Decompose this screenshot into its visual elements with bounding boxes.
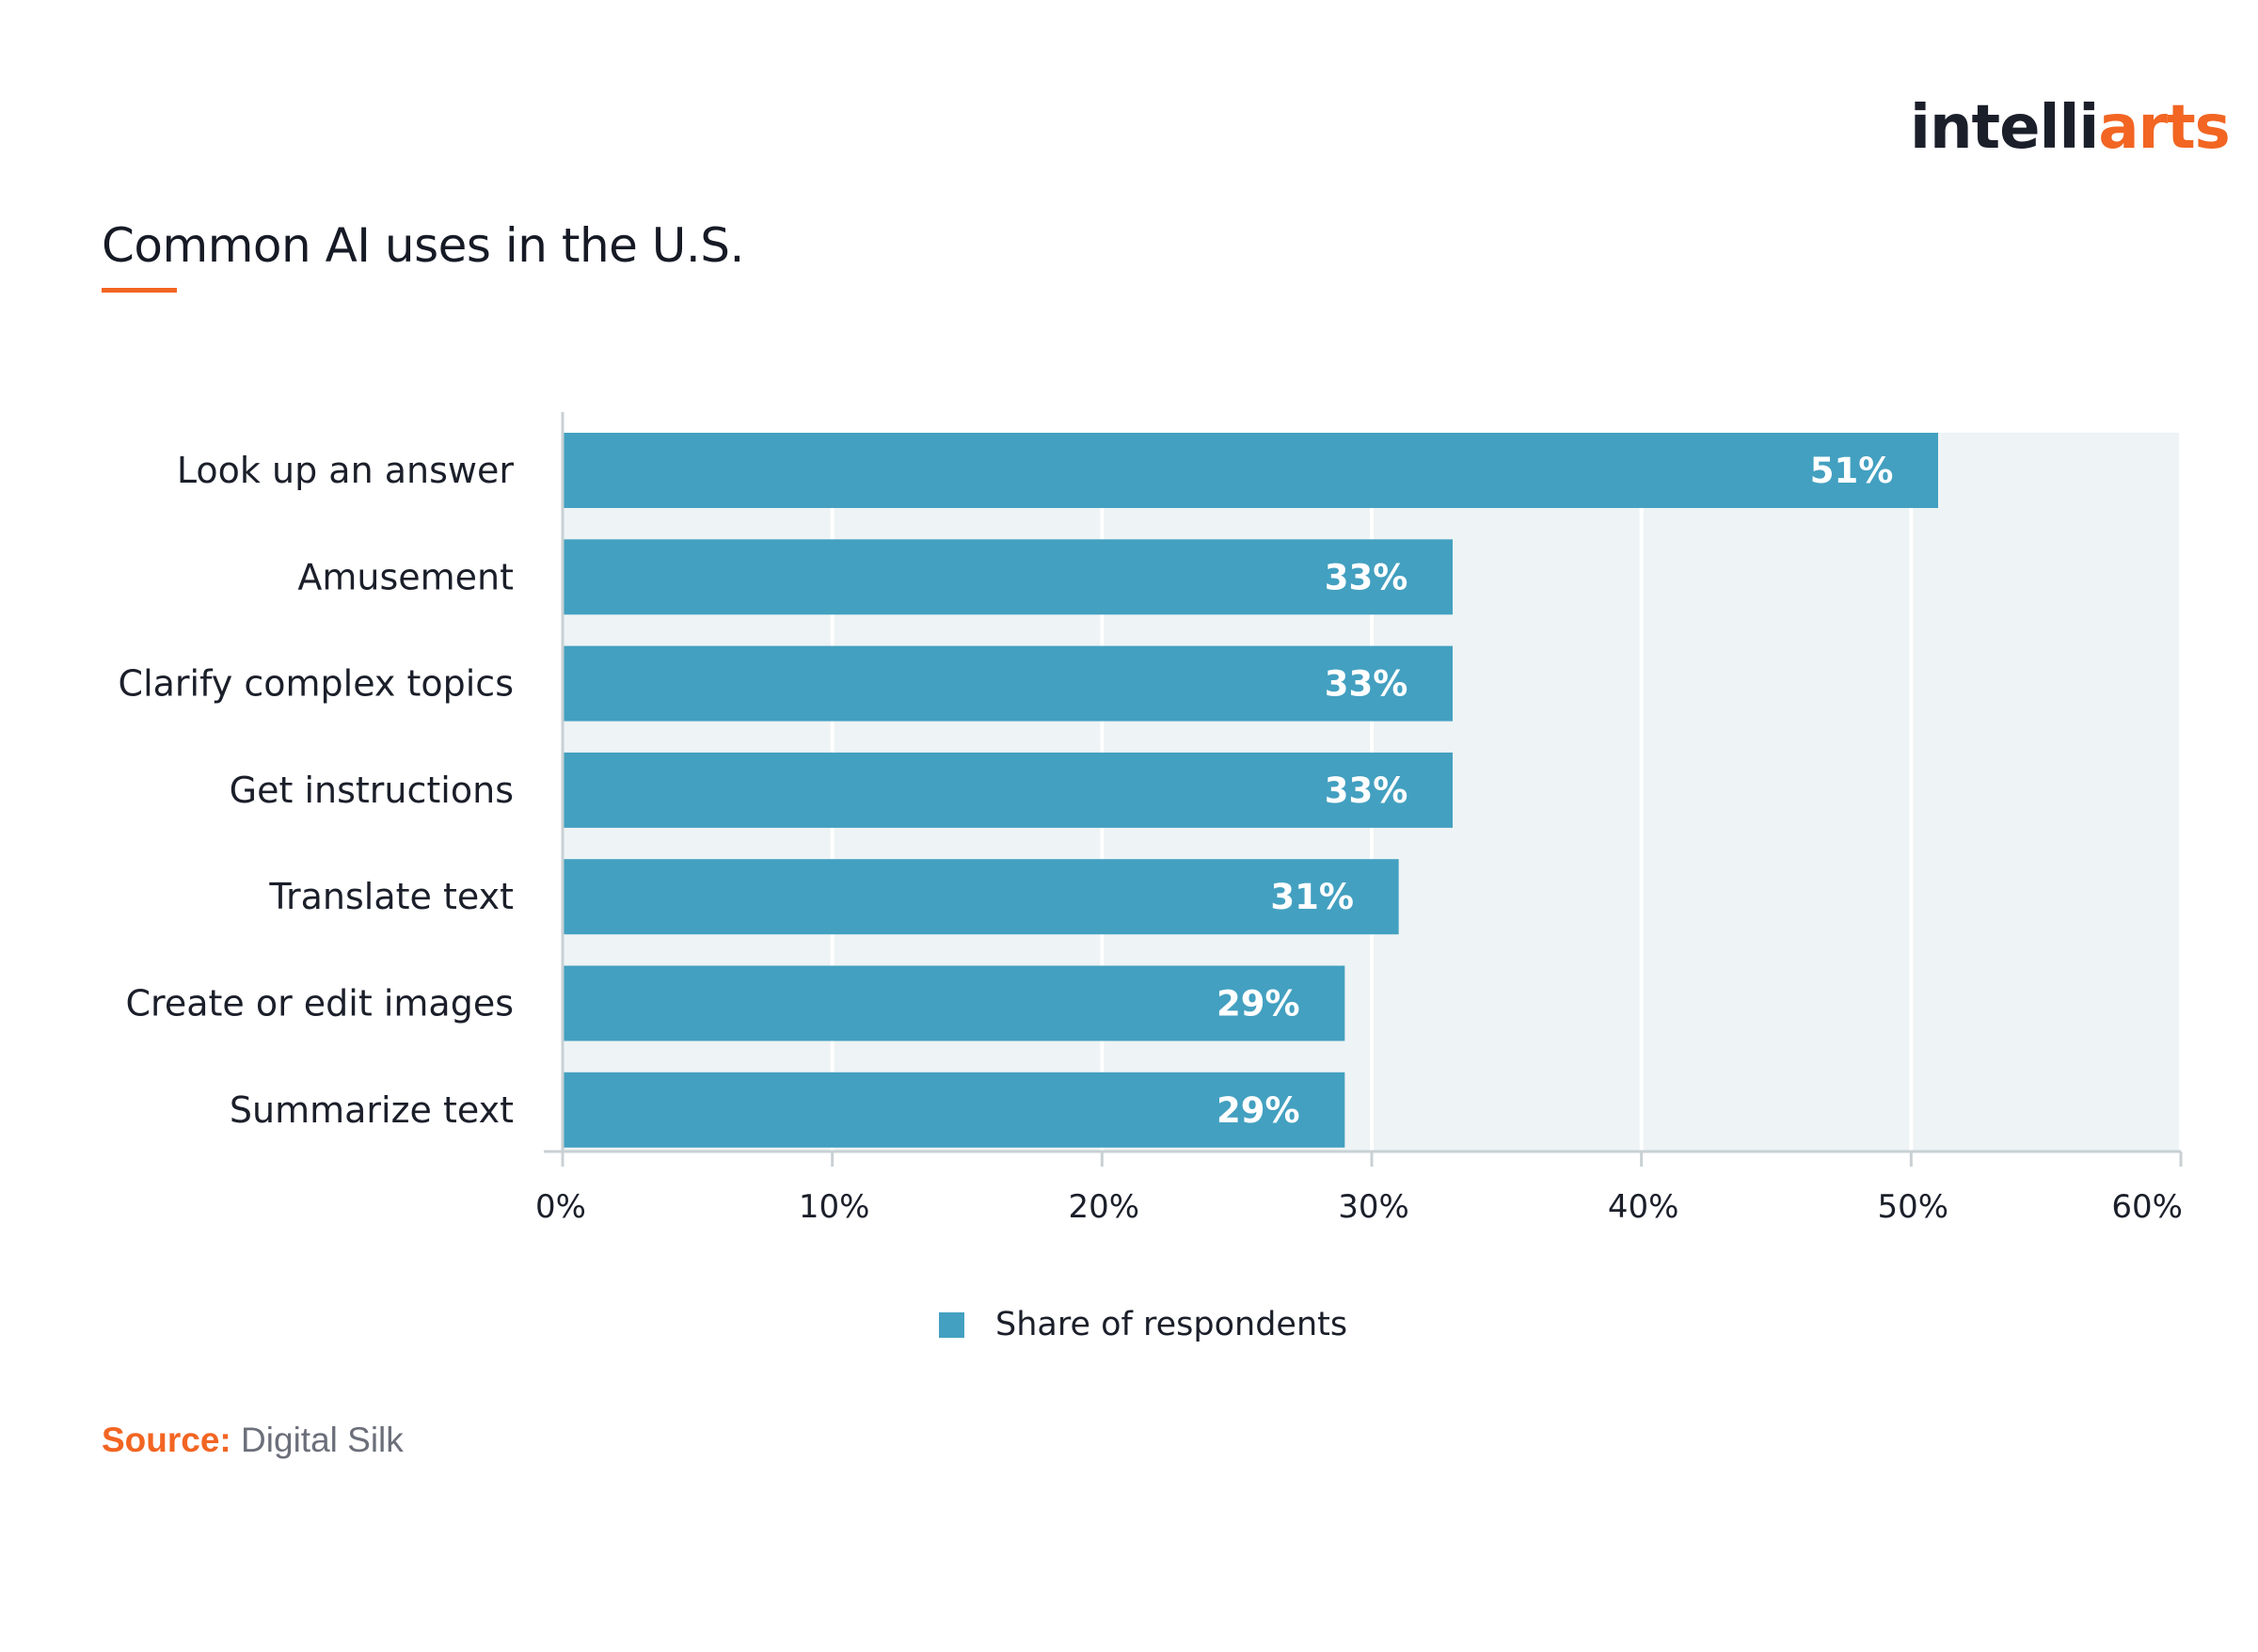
category-label: Get instructions [230, 770, 514, 811]
bar [563, 539, 1453, 615]
bar [563, 859, 1399, 935]
data-label: 51% [1810, 451, 1894, 491]
category-label: Summarize text [230, 1089, 514, 1131]
x-tick-label: 30% [1338, 1188, 1409, 1223]
x-tick-label: 50% [1878, 1188, 1949, 1223]
category-label: Create or edit images [126, 983, 515, 1025]
data-label: 31% [1270, 877, 1354, 917]
x-tick-label: 60% [2111, 1188, 2183, 1223]
title-underline [102, 288, 177, 293]
chart-title: Common AI uses in the U.S. [102, 218, 744, 273]
logo-text-accent: arts [2098, 93, 2230, 163]
legend-label: Share of respondents [995, 1306, 1348, 1343]
brand-logo: intelliarts [1910, 90, 2231, 166]
logo-text-dark: intelli [1910, 93, 2099, 163]
category-label: Translate text [268, 876, 514, 917]
bar [563, 1072, 1345, 1148]
category-label: Look up an answer [177, 450, 514, 491]
bar [563, 965, 1345, 1041]
x-tick-label: 0% [535, 1188, 586, 1223]
x-tick-label: 10% [799, 1188, 870, 1223]
category-label: Clarify complex topics [119, 663, 514, 705]
data-label: 29% [1216, 984, 1300, 1025]
data-label: 33% [1325, 770, 1408, 811]
source-note: Source: Digital Silk [102, 1417, 404, 1464]
category-label: Amusement [297, 556, 514, 597]
legend-swatch [939, 1311, 964, 1338]
bar [563, 752, 1453, 828]
bar [563, 433, 1938, 508]
data-label: 33% [1325, 557, 1408, 597]
legend: Share of respondents [939, 1302, 1347, 1347]
source-value: Digital Silk [241, 1421, 404, 1459]
source-label: Source: [102, 1421, 231, 1459]
bar-chart: 51% Look up an answer 33% Amusement 33% Clari… [119, 412, 2183, 1223]
data-label: 29% [1216, 1090, 1300, 1131]
x-tick-label: 40% [1608, 1188, 1679, 1223]
x-tick-label: 20% [1069, 1188, 1140, 1223]
data-label: 33% [1325, 664, 1408, 705]
bar [563, 645, 1453, 722]
